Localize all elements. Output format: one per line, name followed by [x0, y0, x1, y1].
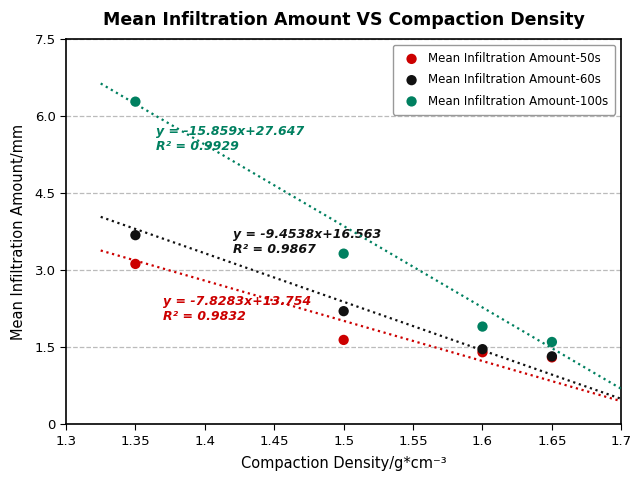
Text: y = -15.859x+27.647
R² = 0.9929: y = -15.859x+27.647 R² = 0.9929 — [156, 125, 305, 153]
Mean Infiltration Amount-100s — [338, 250, 349, 257]
Mean Infiltration Amount-50s — [131, 260, 141, 268]
Mean Infiltration Amount-100s — [477, 323, 487, 331]
Text: y = -7.8283x+13.754
R² = 0.9832: y = -7.8283x+13.754 R² = 0.9832 — [163, 295, 311, 322]
Mean Infiltration Amount-60s — [131, 231, 141, 239]
Mean Infiltration Amount-60s — [338, 308, 349, 315]
Mean Infiltration Amount-50s — [338, 336, 349, 344]
Legend: Mean Infiltration Amount-50s, Mean Infiltration Amount-60s, Mean Infiltration Am: Mean Infiltration Amount-50s, Mean Infil… — [393, 45, 615, 115]
Y-axis label: Mean Infiltration Amount/mm: Mean Infiltration Amount/mm — [11, 123, 26, 340]
Mean Infiltration Amount-100s — [547, 338, 557, 346]
X-axis label: Compaction Density/g*cm⁻³: Compaction Density/g*cm⁻³ — [241, 456, 446, 471]
Text: y = -9.4538x+16.563
R² = 0.9867: y = -9.4538x+16.563 R² = 0.9867 — [233, 228, 381, 256]
Mean Infiltration Amount-50s — [477, 348, 487, 356]
Title: Mean Infiltration Amount VS Compaction Density: Mean Infiltration Amount VS Compaction D… — [103, 11, 584, 29]
Mean Infiltration Amount-60s — [547, 352, 557, 360]
Mean Infiltration Amount-60s — [477, 345, 487, 353]
Mean Infiltration Amount-50s — [547, 353, 557, 361]
Mean Infiltration Amount-100s — [131, 98, 141, 106]
